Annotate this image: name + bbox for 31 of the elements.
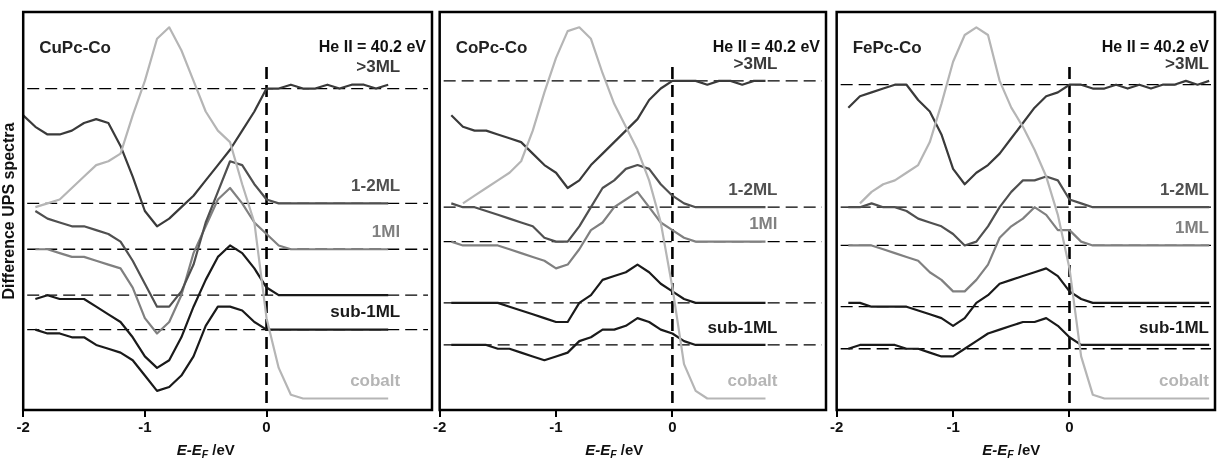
series-label: cobalt <box>350 371 401 391</box>
series-label: 1ML <box>1175 218 1209 238</box>
annotation: He II = 40.2 eV <box>712 38 821 56</box>
x-tick-label: -2 <box>830 418 844 436</box>
x-tick-label: -1 <box>946 418 960 436</box>
x-tick-label: -1 <box>138 418 152 436</box>
series-label: >3ML <box>733 53 778 73</box>
series-label: 1Ml <box>371 221 401 241</box>
text: CoPc-Co <box>455 37 528 57</box>
series-label: sub-1ML <box>1139 317 1209 337</box>
annotation: He II = 40.2 eV <box>1101 38 1210 56</box>
series-label: cobalt <box>1158 371 1210 391</box>
series-label: sub-1ML <box>330 302 401 322</box>
x-tick-label: 0 <box>668 418 677 436</box>
series-label: 1-2ML <box>1159 179 1209 199</box>
series-label: cobalt <box>727 371 778 391</box>
y-axis-title: Difference UPS spectra <box>0 122 18 300</box>
series-label: sub-1ML <box>707 317 778 337</box>
series-label: 1-2ML <box>351 176 401 196</box>
x-tick-label: -2 <box>16 418 30 436</box>
text: CuPc-Co <box>39 37 111 57</box>
annotation: He II = 40.2 eV <box>318 38 427 56</box>
text: FePc-Co <box>852 37 922 57</box>
series-label: 1-2ML <box>728 179 778 199</box>
series-label: 1Ml <box>749 214 778 234</box>
x-tick-label: 0 <box>1065 418 1074 436</box>
series-label: >3ML <box>356 57 401 77</box>
series-label: >3ML <box>1165 53 1209 73</box>
x-tick-label: -1 <box>549 418 563 436</box>
x-tick-label: -2 <box>433 418 447 436</box>
x-tick-label: 0 <box>262 418 271 436</box>
